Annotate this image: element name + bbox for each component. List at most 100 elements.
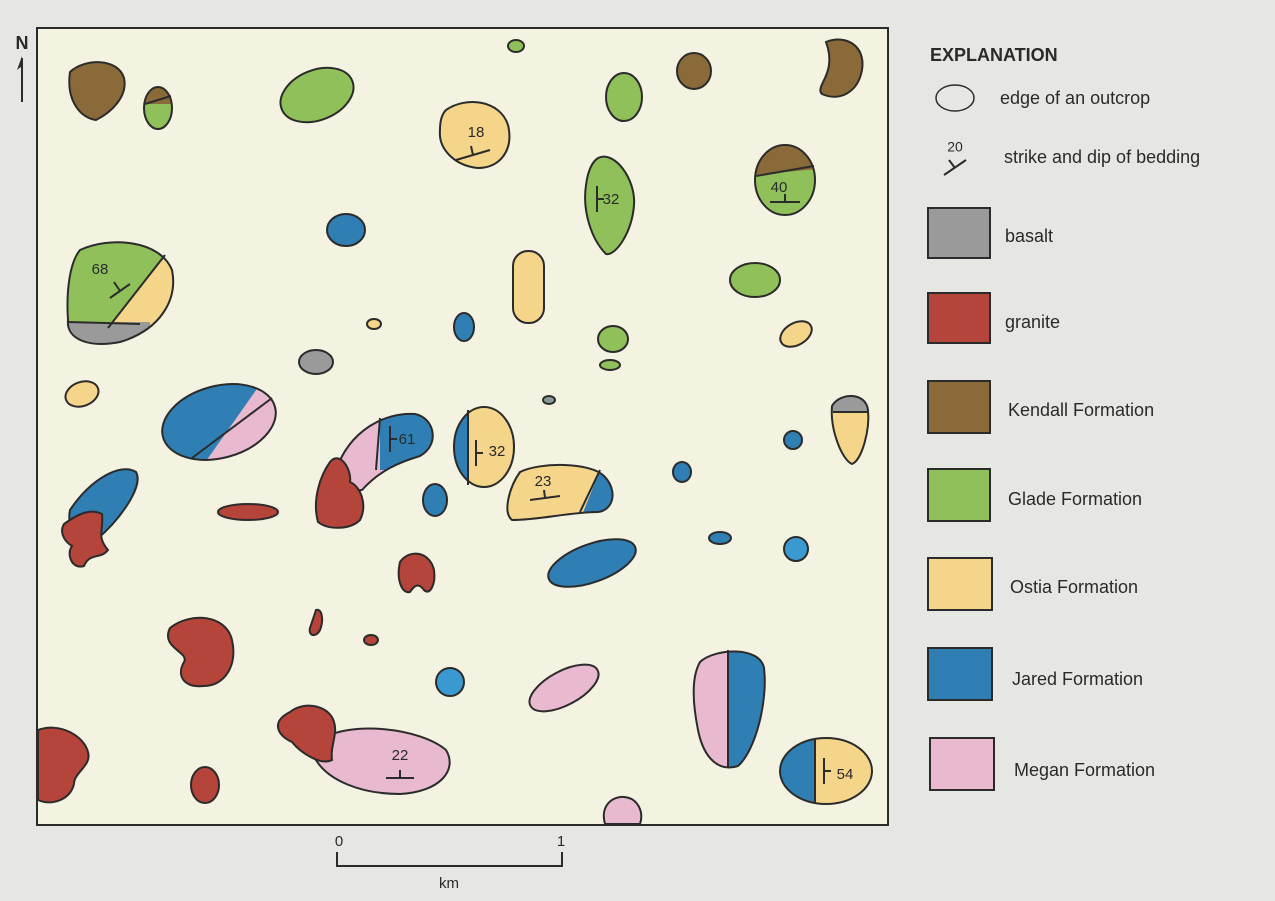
strike-dip-symbol (529, 489, 561, 501)
legend-title: EXPLANATION (930, 45, 1058, 65)
outcrop-edge (453, 406, 515, 488)
strike-dip-label: 61 (399, 431, 416, 448)
outcrop-jared (783, 536, 809, 562)
legend-label: Glade Formation (1008, 489, 1142, 509)
strike-dip-symbol (386, 770, 414, 779)
contact (107, 254, 166, 329)
outcrop-jared (547, 538, 637, 588)
outcrop-jared (380, 413, 433, 470)
outcrop-kendall (68, 61, 126, 122)
outcrop-ostia (512, 250, 545, 324)
outcrop-megan (528, 663, 600, 713)
strike-dip-label: 32 (603, 191, 620, 208)
outcrop-kendall (819, 38, 864, 98)
legend-label: Jared Formation (1012, 669, 1143, 689)
outcrop-glade (597, 325, 629, 353)
north-arrowhead (17, 56, 22, 70)
contact (67, 321, 141, 325)
contact (144, 95, 172, 105)
outcrop-edge (506, 464, 614, 522)
contact (755, 165, 815, 177)
legend-label: Ostia Formation (1010, 577, 1138, 597)
outcrop-glade (507, 39, 525, 53)
outcrop-jared (672, 461, 692, 483)
strike-dip-label: 22 (392, 747, 409, 764)
outcrop-glade (729, 262, 781, 298)
outcrop-edge (161, 383, 277, 461)
scale-bar (336, 852, 563, 867)
legend-swatch (929, 737, 995, 791)
outcrop-jared (326, 213, 366, 247)
contact (579, 469, 601, 513)
outcrop-glade (605, 72, 643, 122)
legend-label: basalt (1005, 226, 1053, 246)
outcrop-jared (435, 667, 465, 697)
outcrop-jared (780, 738, 815, 804)
outcrop-edge (830, 395, 870, 466)
outcrop-granite (397, 552, 436, 594)
strike-dip-label: 68 (92, 261, 109, 278)
legend-swatch (927, 468, 991, 522)
contact (191, 397, 273, 459)
outcrop-granite (277, 704, 337, 763)
strike-dip-label: 40 (771, 179, 788, 196)
outcrop-granite (314, 457, 365, 529)
outcrop-edge (143, 86, 173, 130)
legend-swatch (927, 647, 993, 701)
outcrop-ostia (438, 101, 511, 170)
legend-symbol-value: 20 (947, 139, 963, 155)
outcrop-basalt (298, 349, 334, 375)
outcrop-edge (754, 144, 816, 216)
legend-swatch (927, 207, 991, 259)
outcrop-granite (61, 510, 110, 568)
outcrop-edge (66, 241, 175, 345)
strike-dip-label: 18 (468, 124, 485, 141)
strike-dip-label: 54 (837, 766, 854, 783)
legend-label: strike and dip of bedding (1004, 147, 1200, 167)
outcrop-granite (37, 726, 90, 804)
contact (375, 417, 381, 471)
outcrop-megan (314, 727, 451, 796)
strike-dip-symbol (109, 281, 131, 299)
outcrop-glade (599, 359, 621, 371)
scale-start: 0 (335, 833, 343, 850)
legend-outcrop-symbol (935, 84, 975, 112)
outcrop-granite (190, 766, 220, 804)
strike-dip-symbol (389, 426, 397, 452)
legend-label: Kendall Formation (1008, 400, 1154, 420)
legend-label: edge of an outcrop (1000, 88, 1150, 108)
outcrop-jared (708, 531, 732, 545)
legend-label: granite (1005, 312, 1060, 332)
legend-label: Megan Formation (1014, 760, 1155, 780)
outcrop-jared (728, 651, 765, 768)
outcrop-glade (584, 155, 636, 256)
outcrop-granite (363, 634, 379, 646)
outcrop-jared (422, 483, 448, 517)
outcrop-basalt (831, 396, 869, 412)
scale-end: 1 (557, 833, 565, 850)
outcrop-megan (602, 795, 643, 825)
strike-dip-symbol (770, 194, 800, 203)
outcrop-granite (167, 616, 235, 688)
outcrop-basalt (542, 395, 556, 405)
outcrop-granite (308, 608, 324, 636)
outcrop-glade (279, 66, 355, 124)
outcrop-kendall (755, 145, 815, 176)
strike-dip-symbol (823, 758, 831, 784)
legend-strike-symbol (943, 159, 967, 176)
scale-unit: km (439, 875, 459, 892)
legend-swatch (927, 557, 993, 611)
strike-dip-label: 32 (489, 443, 506, 460)
outcrop-ostia (779, 320, 813, 348)
strike-dip-symbol (596, 186, 604, 212)
outcrop-ostia (64, 380, 100, 408)
outcrop-kendall (144, 87, 172, 104)
outcrop-jared (783, 430, 803, 450)
outcrop-edge (779, 737, 873, 805)
outcrop-ostia (366, 318, 382, 330)
north-label: N (16, 33, 29, 53)
strike-dip-label: 23 (535, 473, 552, 490)
legend-swatch (927, 292, 991, 344)
strike-dip-symbol (455, 145, 491, 161)
